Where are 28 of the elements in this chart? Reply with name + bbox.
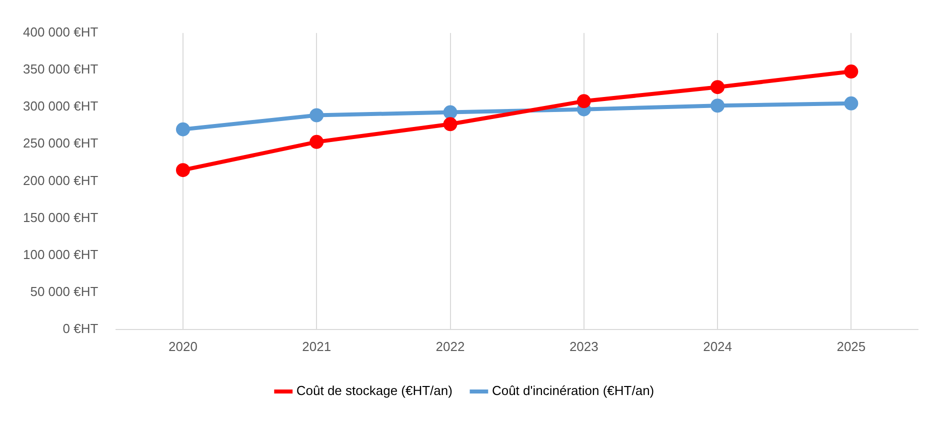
x-tick-label: 2023 [569,338,598,354]
legend-label: Coût de stockage (€HT/an) [296,383,452,398]
y-tick-label: 250 000 €HT [22,136,98,151]
y-tick-label: 50 000 €HT [30,284,98,299]
legend-label: Coût d'incinération (€HT/an) [492,383,654,398]
y-tick-label: 200 000 €HT [22,172,98,188]
y-tick-label: 300 000 €HT [22,98,98,114]
point [176,163,190,178]
y-tick-label: 150 000 €HT [22,210,98,225]
x-tick-label: 2021 [302,338,332,354]
y-tick-label: 0 €HT [62,320,98,336]
point [710,98,725,113]
y-tick-label: 350 000 €HT [22,62,98,77]
x-tick-label: 2022 [436,338,465,354]
x-tick-label: 2020 [168,338,198,354]
point [844,96,858,110]
point [710,80,725,94]
point [844,64,858,79]
point [310,134,324,149]
x-tick-label: 2024 [703,338,732,354]
x-tick-label: 2025 [836,338,866,354]
point [176,122,190,136]
point [443,105,458,120]
y-tick-label: 400 000 €HT [22,24,98,40]
point [443,117,458,132]
point [576,94,591,108]
y-tick-label: 100 000 €HT [22,246,98,262]
point [310,108,324,122]
